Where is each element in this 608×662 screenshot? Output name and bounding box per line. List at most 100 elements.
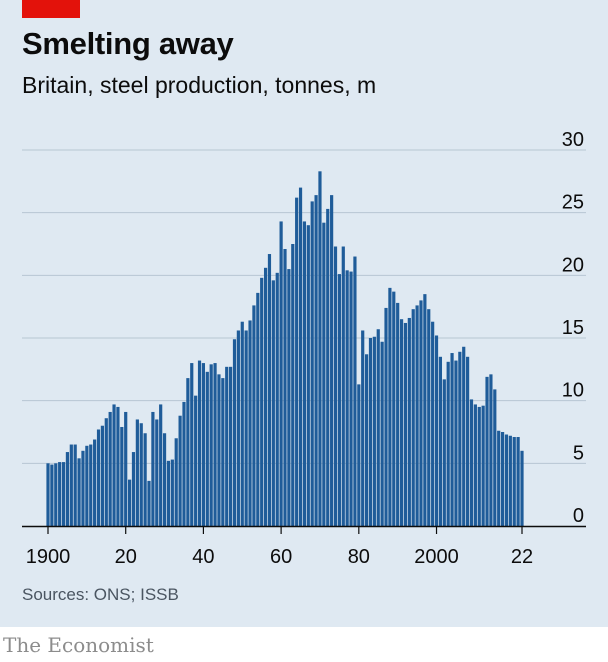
bar-1997 bbox=[423, 294, 427, 526]
bar-1948 bbox=[232, 339, 237, 526]
x-tick-label-2000: 2000 bbox=[414, 546, 459, 568]
bar-2012 bbox=[481, 405, 485, 526]
bar-1918 bbox=[116, 406, 120, 526]
bar-1949 bbox=[236, 330, 240, 526]
bar-1964 bbox=[295, 197, 299, 526]
bar-1940 bbox=[201, 363, 206, 526]
bar-2017 bbox=[500, 432, 505, 526]
y-tick-label-20: 20 bbox=[562, 254, 584, 276]
bar-1915 bbox=[104, 418, 108, 526]
source-note: Sources: ONS; ISSB bbox=[22, 585, 179, 604]
bar-2010 bbox=[473, 404, 477, 526]
bar-2015 bbox=[493, 389, 497, 526]
bar-1931 bbox=[166, 460, 171, 526]
bar-1982 bbox=[365, 354, 369, 526]
bar-1971 bbox=[322, 222, 326, 526]
bar-2001 bbox=[438, 356, 443, 526]
brand-red-tag bbox=[22, 0, 80, 18]
bar-1932 bbox=[170, 459, 174, 526]
bar-1911 bbox=[89, 444, 93, 526]
bar-1967 bbox=[306, 225, 310, 526]
y-tick-label-25: 25 bbox=[562, 192, 584, 214]
bar-1902 bbox=[54, 463, 58, 526]
bar-1926 bbox=[147, 480, 151, 526]
bar-1935 bbox=[182, 401, 186, 526]
bar-2000 bbox=[434, 335, 439, 526]
bar-1943 bbox=[213, 363, 217, 526]
bar-1903 bbox=[58, 462, 62, 526]
x-tick-label-2022: 22 bbox=[511, 546, 533, 568]
bar-1981 bbox=[361, 330, 365, 526]
bar-2004 bbox=[450, 353, 454, 526]
bar-1999 bbox=[431, 321, 435, 526]
bar-1933 bbox=[174, 438, 178, 526]
bar-1929 bbox=[159, 404, 163, 526]
bar-2005 bbox=[454, 360, 458, 526]
bar-1922 bbox=[131, 452, 136, 526]
bar-1972 bbox=[326, 208, 330, 526]
bar-1995 bbox=[415, 305, 419, 526]
bar-1910 bbox=[85, 445, 89, 526]
x-tick-label-1960: 60 bbox=[270, 546, 292, 568]
bar-1923 bbox=[135, 419, 139, 526]
bar-1986 bbox=[380, 341, 384, 526]
bar-1988 bbox=[388, 287, 392, 526]
bar-1942 bbox=[209, 364, 213, 526]
bar-2014 bbox=[489, 374, 493, 526]
bar-1961 bbox=[283, 249, 287, 526]
bar-1970 bbox=[318, 171, 322, 526]
chart-subtitle: Britain, steel production, tonnes, m bbox=[22, 72, 377, 98]
bar-1907 bbox=[73, 444, 77, 526]
bar-2016 bbox=[497, 430, 501, 526]
bar-1912 bbox=[93, 439, 97, 526]
bar-2008 bbox=[466, 356, 470, 526]
bar-1975 bbox=[337, 274, 341, 526]
bar-1960 bbox=[279, 221, 283, 526]
economist-wordmark: The Economist bbox=[3, 633, 154, 657]
bar-2011 bbox=[477, 406, 481, 526]
bar-1984 bbox=[372, 336, 376, 526]
bar-1998 bbox=[427, 309, 431, 526]
bar-1905 bbox=[65, 452, 70, 526]
bar-1937 bbox=[190, 363, 194, 526]
bar-1963 bbox=[291, 244, 295, 526]
bar-1977 bbox=[345, 270, 349, 526]
bar-2021 bbox=[516, 437, 520, 526]
bar-1953 bbox=[252, 305, 256, 526]
y-tick-label-0: 0 bbox=[573, 505, 584, 527]
bar-1978 bbox=[349, 271, 353, 526]
bar-1962 bbox=[287, 269, 291, 526]
bar-1991 bbox=[399, 319, 404, 526]
x-tick-label-1940: 40 bbox=[192, 546, 214, 568]
bar-1939 bbox=[197, 360, 202, 526]
bar-1900 bbox=[46, 463, 50, 526]
bar-1979 bbox=[353, 256, 357, 526]
bar-1996 bbox=[419, 300, 423, 526]
bar-1966 bbox=[302, 221, 307, 526]
bar-1901 bbox=[50, 464, 54, 526]
bar-chart: 1900 20 40 60 80 2000 22 0 5 10 15 20 25 30 bbox=[22, 129, 586, 568]
bar-2003 bbox=[446, 361, 450, 526]
bar-1941 bbox=[205, 371, 209, 526]
bar-1914 bbox=[100, 425, 104, 526]
bar-1906 bbox=[69, 444, 73, 526]
bar-2007 bbox=[462, 346, 466, 526]
bar-2020 bbox=[512, 437, 516, 526]
bar-1904 bbox=[61, 462, 66, 526]
chart-panel: Smelting away Britain, steel production,… bbox=[0, 0, 608, 627]
chart-title: Smelting away bbox=[22, 26, 234, 61]
bar-1917 bbox=[112, 404, 116, 526]
bar-1946 bbox=[225, 366, 229, 526]
bar-1993 bbox=[407, 317, 411, 526]
bar-2006 bbox=[458, 351, 462, 526]
bar-1965 bbox=[298, 187, 303, 526]
bar-1980 bbox=[357, 384, 361, 526]
bar-1936 bbox=[186, 378, 190, 526]
bar-1908 bbox=[77, 458, 81, 526]
bar-1928 bbox=[155, 419, 159, 526]
bar-1974 bbox=[333, 246, 338, 526]
bar-1919 bbox=[120, 426, 124, 526]
bar-1921 bbox=[128, 479, 132, 526]
bar-1959 bbox=[275, 272, 279, 526]
bar-1990 bbox=[396, 302, 400, 526]
